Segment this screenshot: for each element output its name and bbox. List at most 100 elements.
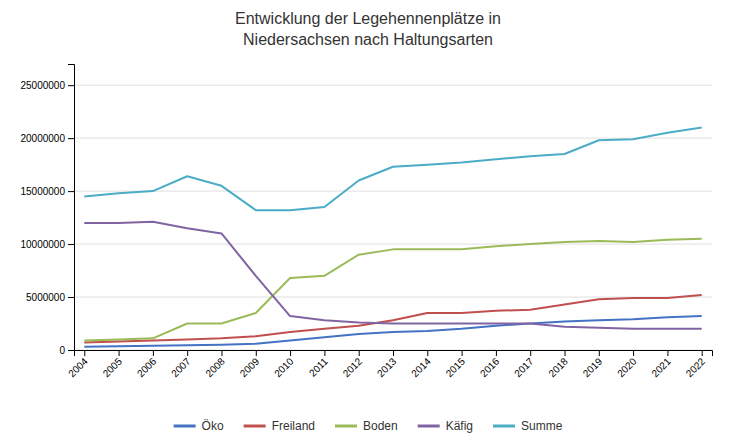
x-tick-mark <box>462 350 463 356</box>
y-tick: 5000000 <box>26 292 74 303</box>
y-axis: 0 5000000 10000000 15000000 20000000 25000000 <box>21 65 75 356</box>
legend-label: Boden <box>363 419 398 433</box>
x-tick-label: 2010 <box>272 355 296 379</box>
x-tick-label: 2014 <box>409 355 433 379</box>
x-tick-label: 2022 <box>684 355 708 379</box>
legend-swatch <box>174 425 196 428</box>
x-tick-label: 2018 <box>546 355 570 379</box>
plot: 0 5000000 10000000 15000000 20000000 25000000… <box>21 65 713 380</box>
x-tick-label: 2016 <box>478 355 502 379</box>
x-tick-mark <box>702 350 703 356</box>
x-tick: 2017 <box>512 350 536 379</box>
x-tick-mark <box>667 350 668 356</box>
y-tick-mark <box>68 350 74 351</box>
title-line: Entwicklung der Legehennenplätze in <box>235 10 501 27</box>
x-tick-label: 2004 <box>66 355 90 379</box>
x-tick: 2010 <box>272 350 296 379</box>
legend-swatch <box>335 425 357 428</box>
y-tick: 0 <box>59 345 74 356</box>
legend-item: Öko <box>174 419 224 433</box>
x-tick-label: 2019 <box>581 355 605 379</box>
x-tick: 2014 <box>409 350 433 379</box>
x-tick-mark <box>256 350 257 356</box>
series-line <box>84 295 701 343</box>
x-tick-mark <box>187 350 188 356</box>
x-tick-label: 2007 <box>169 355 193 379</box>
x-tick-label: 2011 <box>307 355 330 378</box>
x-tick: 2019 <box>581 350 605 379</box>
legend-label: Summe <box>521 419 563 433</box>
legend: Öko Freiland Boden Käfig Summe <box>174 419 563 433</box>
x-tick: 2022 <box>684 350 708 379</box>
x-tick-mark <box>496 350 497 356</box>
series-line <box>84 222 701 329</box>
x-tick-label: 2006 <box>135 355 159 379</box>
x-tick-mark <box>324 350 325 356</box>
y-tick: 15000000 <box>21 186 75 197</box>
x-tick: 2015 <box>444 350 468 379</box>
x-axis: 2004 2005 2006 2007 2008 2009 2010 2011 2012 2013… <box>66 350 712 379</box>
x-tick: 2007 <box>169 350 193 379</box>
legend-item: Käfig <box>418 419 473 433</box>
legend-item: Freiland <box>244 419 315 433</box>
y-tick-mark <box>68 244 74 245</box>
x-tick: 2021 <box>649 350 673 379</box>
y-tick-mark <box>68 85 74 86</box>
legend-swatch <box>493 425 515 428</box>
x-tick-label: 2008 <box>203 355 227 379</box>
legend-item: Boden <box>335 419 398 433</box>
chart: Entwicklung der Legehennenplätze in Niede… <box>0 0 736 442</box>
x-tick-mark <box>153 350 154 356</box>
y-tick-label: 20000000 <box>21 133 66 144</box>
x-tick-mark <box>359 350 360 356</box>
y-tick-label: 5000000 <box>26 292 65 303</box>
grid-line <box>74 297 712 298</box>
x-tick: 2016 <box>478 350 502 379</box>
x-tick: 2005 <box>101 350 125 379</box>
y-axis-line <box>68 65 75 351</box>
grid <box>74 85 712 350</box>
title: Entwicklung der Legehennenplätze in Niede… <box>235 10 501 48</box>
series-line <box>84 239 701 341</box>
x-tick-label: 2012 <box>341 355 365 379</box>
x-tick-label: 2009 <box>238 355 262 379</box>
x-tick: 2008 <box>203 350 227 379</box>
y-tick-label: 15000000 <box>21 186 66 197</box>
x-tick-label: 2013 <box>375 355 399 379</box>
x-tick-label: 2021 <box>649 355 673 379</box>
title-line: Niedersachsen nach Haltungsarten <box>243 31 493 48</box>
x-tick: 2020 <box>615 350 639 379</box>
x-tick-mark <box>84 350 85 356</box>
x-tick-label: 2015 <box>444 355 468 379</box>
x-tick-mark <box>393 350 394 356</box>
grid-line <box>74 85 712 86</box>
x-tick: 2004 <box>66 350 90 379</box>
legend-swatch <box>244 425 266 428</box>
grid-line <box>74 191 712 192</box>
series-line <box>84 128 701 211</box>
y-tick: 10000000 <box>21 239 75 250</box>
x-tick-mark <box>565 350 566 356</box>
x-tick-mark <box>530 350 531 356</box>
x-axis-line <box>75 351 713 357</box>
legend-item: Summe <box>493 419 563 433</box>
y-tick-label: 10000000 <box>21 239 66 250</box>
x-tick-mark <box>633 350 634 356</box>
x-tick-mark <box>119 350 120 356</box>
y-tick-label: 0 <box>59 345 65 356</box>
y-tick: 25000000 <box>21 80 75 91</box>
x-tick-mark <box>221 350 222 356</box>
x-tick: 2012 <box>341 350 365 379</box>
x-tick-mark <box>290 350 291 356</box>
x-tick: 2013 <box>375 350 399 379</box>
x-tick: 2009 <box>238 350 262 379</box>
legend-label: Öko <box>202 419 224 433</box>
y-tick: 20000000 <box>21 133 75 144</box>
legend-label: Freiland <box>272 419 315 433</box>
grid-line <box>74 244 712 245</box>
x-tick-label: 2017 <box>512 355 536 379</box>
y-tick-mark <box>68 138 74 139</box>
x-tick-label: 2005 <box>101 355 125 379</box>
y-tick-mark <box>68 191 74 192</box>
lines <box>84 128 701 347</box>
